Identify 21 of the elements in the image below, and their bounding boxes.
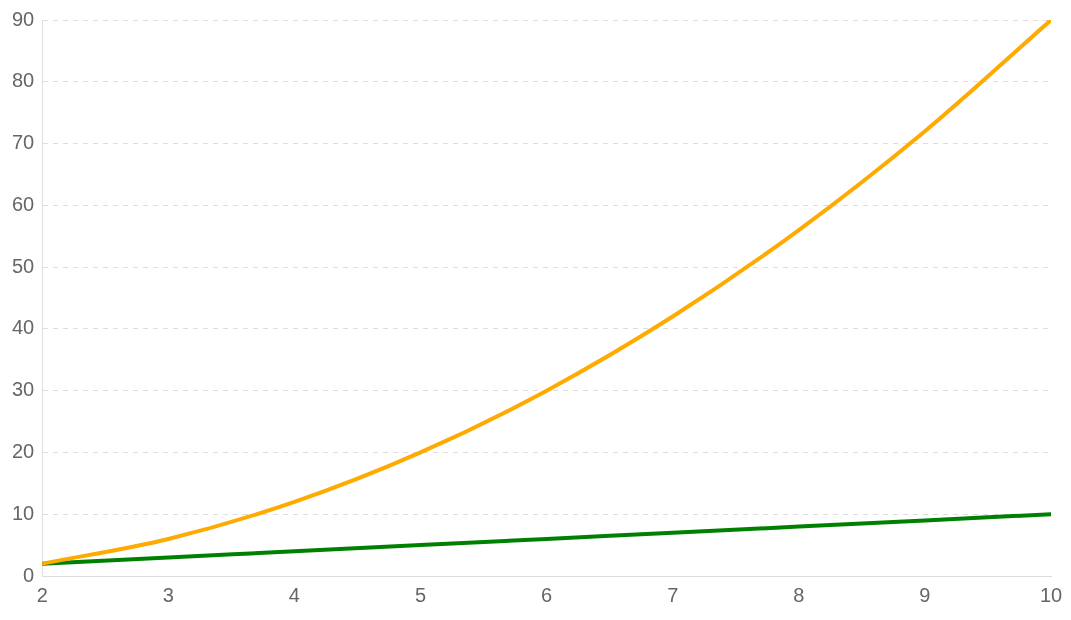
y-tick-label: 40: [12, 316, 35, 339]
x-tick-label: 6: [541, 583, 553, 606]
y-tick-label: 30: [12, 378, 35, 401]
y-tick-label: 0: [23, 563, 35, 586]
x-tick-label: 9: [919, 583, 931, 606]
y-tick-label: 90: [12, 7, 35, 30]
x-tick-label: 5: [414, 583, 427, 606]
x-tick-label: 2: [36, 583, 48, 606]
x-tick-label: 4: [288, 583, 300, 606]
x-tick-label: 3: [162, 583, 174, 606]
y-tick-label: 20: [12, 439, 35, 462]
y-tick-label: 10: [12, 501, 35, 524]
y-tick-label: 70: [12, 131, 35, 154]
y-tick-label: 50: [12, 254, 35, 277]
x-tick-label: 7: [667, 583, 679, 606]
x-tick-label: 10: [1039, 583, 1063, 606]
line-series: [42, 512, 1051, 566]
y-tick-label: 60: [12, 192, 35, 215]
y-tick-label: 80: [12, 69, 35, 92]
x-tick-label: 8: [793, 583, 805, 606]
line-series: [42, 20, 1051, 566]
